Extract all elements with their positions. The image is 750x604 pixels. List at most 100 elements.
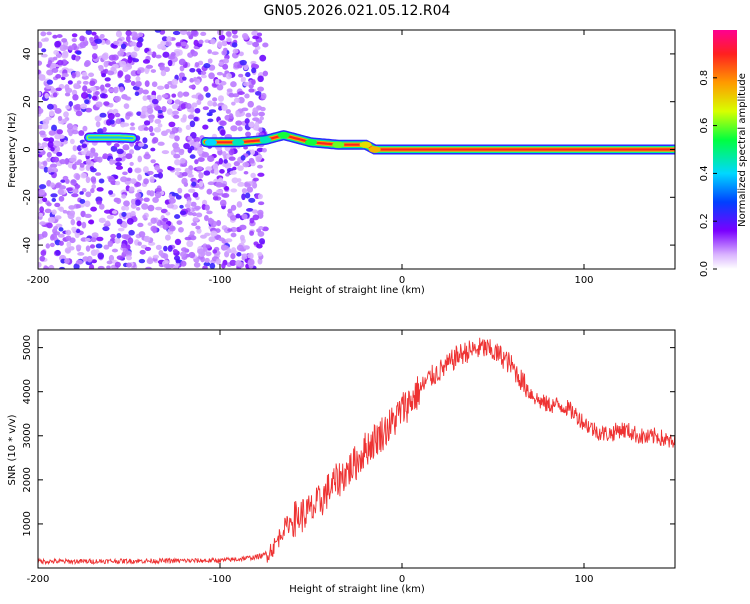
noise-speckle — [262, 70, 269, 77]
noise-speckle — [71, 193, 79, 198]
noise-speckle — [187, 173, 194, 178]
noise-speckle — [238, 51, 244, 57]
noise-speckle — [197, 94, 204, 101]
spectrogram-ytick-label: -40 — [22, 237, 33, 253]
noise-speckle — [76, 145, 82, 152]
noise-speckle — [210, 38, 216, 45]
noise-speckle — [166, 203, 175, 209]
noise-speckle — [209, 262, 216, 269]
noise-speckle — [80, 172, 87, 179]
noise-speckle — [91, 232, 99, 239]
noise-speckle — [79, 35, 85, 42]
noise-speckle — [38, 74, 46, 81]
noise-speckle — [88, 219, 94, 225]
noise-speckle — [38, 41, 43, 49]
snr-ticks: -200 -100 0 100 1000 2000 3000 4000 5000 — [22, 330, 675, 585]
noise-speckle — [251, 67, 257, 74]
noise-speckle — [54, 108, 62, 114]
noise-speckle — [144, 80, 150, 87]
colorbar-tick-label: 0.2 — [699, 213, 710, 229]
noise-speckle — [135, 76, 141, 82]
noise-speckle — [174, 167, 182, 172]
noise-speckle — [53, 226, 59, 230]
noise-speckle — [227, 208, 233, 214]
noise-speckle — [143, 178, 149, 185]
colorbar-tick-label: 0.6 — [699, 118, 710, 134]
noise-speckle — [55, 74, 62, 79]
noise-speckle — [75, 228, 81, 234]
noise-speckle — [244, 183, 251, 188]
noise-speckle — [95, 101, 103, 108]
ridge-point — [332, 141, 345, 148]
noise-speckle — [79, 198, 86, 204]
noise-speckle — [117, 70, 124, 77]
snr-ytick-label: 5000 — [22, 335, 33, 360]
noise-speckle — [52, 92, 58, 98]
noise-speckle — [49, 242, 55, 248]
noise-speckle — [55, 87, 62, 92]
snr-ytick-label: 2000 — [22, 467, 33, 492]
noise-speckle — [142, 166, 149, 173]
noise-speckle — [155, 244, 162, 250]
noise-speckle — [205, 166, 213, 172]
noise-speckle — [116, 255, 124, 260]
noise-speckle — [50, 234, 55, 241]
noise-speckle — [47, 166, 52, 174]
noise-speckle — [130, 178, 137, 185]
noise-speckle — [115, 157, 123, 162]
noise-speckle — [75, 244, 82, 250]
noise-speckle — [191, 50, 198, 57]
noise-speckle — [98, 65, 104, 72]
noise-speckle — [252, 214, 260, 221]
noise-speckle — [60, 179, 66, 183]
noise-speckle — [91, 53, 98, 60]
noise-speckle — [94, 249, 100, 255]
snr-ytick-label: 3000 — [22, 423, 33, 448]
noise-speckle — [61, 73, 69, 78]
noise-speckle — [103, 209, 112, 214]
noise-speckle — [55, 182, 61, 189]
noise-speckle — [247, 100, 254, 108]
noise-speckle — [219, 120, 227, 126]
noise-speckle — [48, 264, 55, 269]
noise-speckle — [196, 166, 203, 171]
noise-speckle — [68, 205, 76, 210]
noise-speckle — [109, 119, 115, 125]
noise-speckle — [85, 245, 91, 252]
noise-speckle — [186, 31, 192, 36]
ridge-band-layer — [87, 136, 134, 140]
noise-speckle — [89, 166, 95, 171]
noise-speckle — [108, 254, 115, 262]
noise-speckle — [254, 121, 260, 129]
noise-speckle — [39, 255, 46, 262]
noise-speckle — [123, 103, 130, 109]
noise-speckle — [62, 175, 69, 181]
noise-speckle — [154, 118, 162, 124]
noise-speckle — [229, 214, 237, 221]
snr-frame — [37, 329, 676, 569]
noise-speckle — [59, 266, 66, 269]
noise-speckle — [57, 115, 63, 122]
noise-speckle — [79, 162, 85, 168]
noise-speckle — [138, 231, 146, 238]
noise-speckle — [210, 220, 218, 228]
colorbar-tick-label: 0.8 — [699, 70, 710, 86]
noise-speckle — [182, 76, 187, 81]
noise-speckle — [152, 196, 159, 204]
noise-speckle — [76, 220, 82, 227]
noise-speckle — [79, 202, 85, 208]
noise-speckle — [189, 154, 196, 159]
noise-speckle — [230, 188, 238, 193]
spectrogram-xtick-label: -100 — [209, 275, 232, 286]
noise-speckle — [126, 35, 131, 43]
noise-speckle — [71, 54, 77, 61]
noise-speckle — [257, 75, 264, 83]
noise-speckle — [99, 93, 106, 99]
noise-speckle — [217, 95, 224, 102]
noise-speckle — [95, 243, 103, 249]
noise-speckle — [259, 54, 267, 62]
noise-speckle — [134, 168, 141, 173]
noise-speckle — [256, 147, 264, 153]
noise-speckle — [106, 214, 114, 220]
noise-speckle — [144, 67, 150, 75]
